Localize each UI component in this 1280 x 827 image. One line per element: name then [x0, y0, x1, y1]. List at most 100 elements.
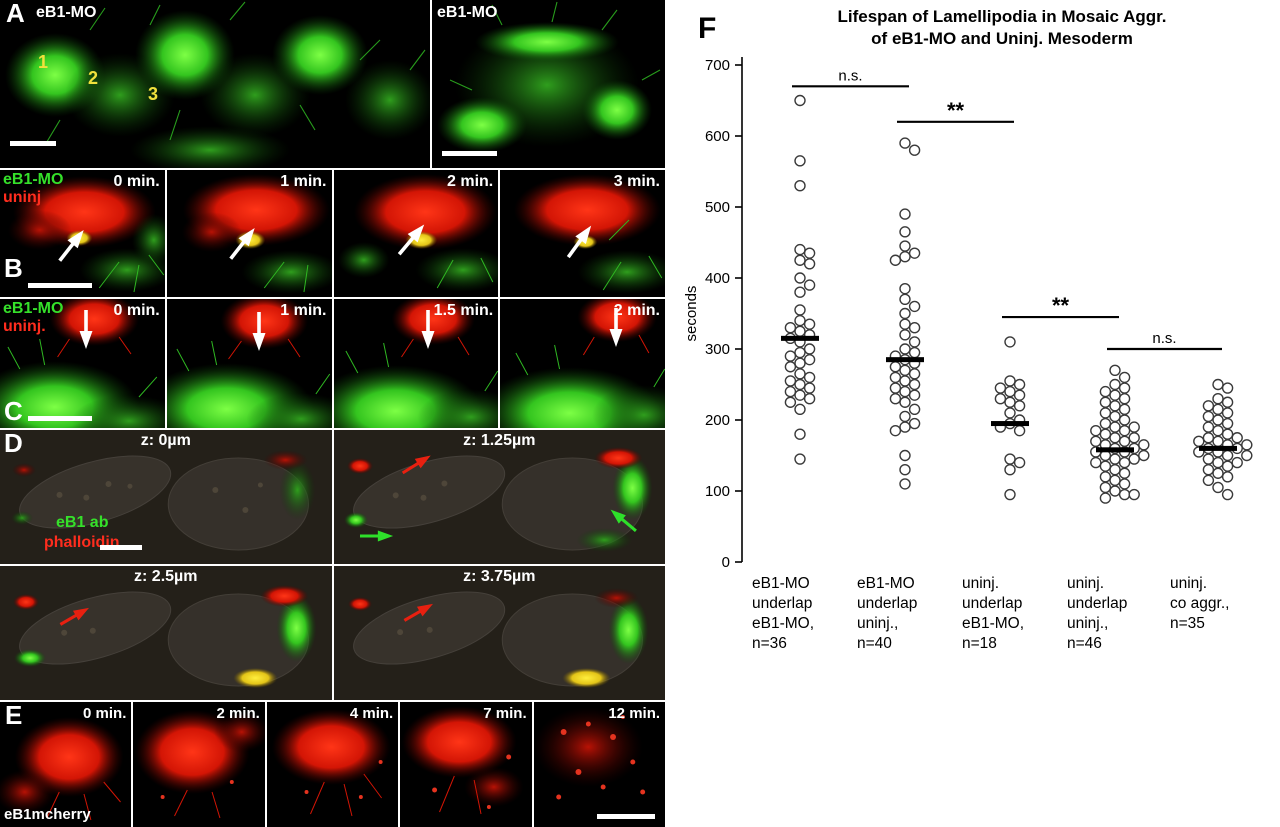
panel-c-frame-1: 1 min. [166, 299, 332, 428]
data-point [794, 368, 806, 380]
data-point [908, 417, 921, 430]
category-label: co aggr., [1170, 595, 1229, 612]
data-point [1109, 464, 1121, 476]
data-point [1221, 428, 1234, 440]
data-point [899, 343, 911, 355]
median-bar [886, 357, 924, 363]
data-point [1221, 488, 1234, 501]
y-tick-label: 200 [705, 412, 730, 429]
data-point [794, 325, 806, 337]
data-point [994, 393, 1007, 405]
data-point [1212, 414, 1224, 426]
y-tick-label: 0 [722, 554, 730, 571]
category-label: uninj. [1170, 575, 1207, 592]
median-bar [1096, 447, 1134, 453]
category-label: n=40 [857, 635, 892, 652]
phase-contrast-image [0, 430, 332, 564]
data-point [1109, 378, 1121, 391]
y-tick-label: 700 [705, 57, 730, 74]
data-point [899, 464, 911, 476]
panel-e-label: eB1mcherry [4, 805, 91, 823]
data-point [1090, 424, 1102, 437]
significance-label: ** [1052, 293, 1070, 318]
data-point [794, 314, 806, 327]
data-point [899, 375, 911, 387]
timestamp: 2 min. [447, 173, 494, 190]
data-point [794, 403, 806, 416]
data-point [1221, 471, 1234, 483]
data-point [1118, 456, 1131, 469]
significance-label: ** [947, 98, 965, 123]
chart-title: Lifespan of Lamellipodia in Mosaic Aggr. [837, 7, 1166, 26]
data-point [1241, 439, 1253, 451]
data-point [899, 385, 911, 398]
data-point [908, 368, 921, 380]
data-point [908, 144, 921, 156]
green-channel-label: eB1 ab [56, 514, 109, 531]
fluorescence-image [133, 702, 265, 827]
data-point [1013, 456, 1026, 469]
timestamp: 2 min. [216, 705, 260, 722]
data-point [889, 382, 902, 394]
data-point [1212, 393, 1224, 405]
category-label: eB1-MO [857, 575, 915, 592]
data-point [1109, 389, 1121, 401]
data-point [1118, 403, 1131, 416]
red-channel-label: uninj. [3, 318, 46, 335]
data-point [1202, 464, 1215, 476]
timestamp: 2 min. [613, 302, 660, 319]
data-point [899, 478, 911, 490]
data-point [1221, 382, 1234, 394]
data-point [1004, 385, 1016, 398]
data-point [803, 279, 816, 291]
data-point [1118, 371, 1131, 384]
data-point [908, 336, 921, 348]
category-label: uninj., [1067, 615, 1108, 632]
data-point [1109, 410, 1121, 423]
data-point [889, 393, 902, 405]
category-label: n=18 [962, 635, 997, 652]
data-point [1221, 407, 1234, 419]
fluorescence-image [400, 702, 532, 827]
timestamp: 0 min. [113, 173, 160, 190]
data-point [1013, 389, 1026, 401]
panel-a-right-label: eB1-MO [437, 4, 498, 21]
panel-e-frame-3: 7 min. [400, 702, 532, 827]
data-point [1118, 414, 1131, 426]
data-point [1090, 435, 1102, 447]
data-point [803, 247, 816, 259]
y-tick-label: 500 [705, 199, 730, 216]
data-point [1109, 474, 1121, 487]
significance-label: n.s. [1152, 330, 1176, 347]
data-point [794, 94, 806, 107]
data-point [1231, 432, 1243, 444]
panel-letter-d: D [4, 430, 23, 458]
data-point [908, 378, 921, 391]
data-point [1118, 382, 1131, 394]
cell-number: 3 [148, 84, 159, 104]
data-point [1202, 453, 1215, 465]
data-point [794, 272, 806, 284]
category-label: uninj. [1067, 575, 1104, 592]
data-point [784, 350, 797, 362]
scale-bar [597, 814, 656, 819]
data-point [1004, 453, 1016, 465]
data-point [1099, 417, 1112, 430]
panel-d-cell-3: z: 3.75µm [333, 566, 665, 700]
panel-a-row: A eB1-MO 1 2 3 eB1-MO [0, 0, 665, 168]
data-point [1128, 432, 1140, 444]
data-point [899, 293, 911, 305]
data-point [1109, 364, 1121, 376]
data-point [803, 258, 816, 270]
data-point [899, 137, 911, 149]
data-point [889, 424, 902, 437]
fluorescence-image [333, 299, 499, 428]
panel-c-row: eB1-MO uninj. 0 min. 1 min. [0, 299, 665, 428]
data-point [1004, 375, 1016, 387]
data-point [1099, 407, 1112, 419]
data-point [899, 282, 911, 295]
data-point [1138, 439, 1150, 451]
timestamp: 0 min. [83, 705, 127, 722]
data-point [1004, 464, 1016, 476]
panel-b-frame-0: eB1-MO uninj 0 min. [0, 170, 165, 297]
